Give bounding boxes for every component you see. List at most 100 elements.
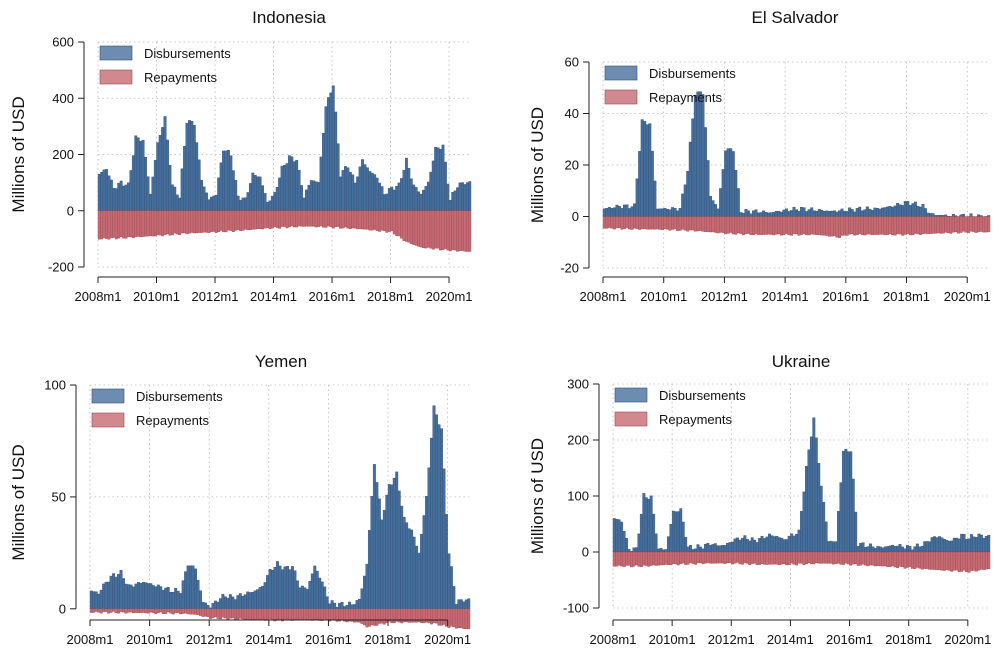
repayment-bar [248,608,252,620]
repayment-bar [159,608,163,613]
repayment-bar [144,608,148,614]
repayment-bar [740,551,744,565]
disbursement-bar [243,594,247,610]
disbursement-bar [107,581,111,610]
repayment-bar [903,551,907,569]
disbursement-bar [158,135,162,211]
disbursement-bar [740,537,744,553]
repayment-bar [839,551,843,565]
repayment-bar [977,216,981,233]
disbursement-bar [962,534,966,553]
repayment-bar [759,216,763,235]
disbursement-bar [701,548,705,553]
disbursement-bar [784,208,788,217]
disbursement-bar [662,549,665,553]
repayment-bar [612,216,616,230]
disbursement-bar [261,185,264,211]
disbursement-bar [380,519,384,610]
repayment-bar [422,210,425,249]
disbursement-bar [807,209,811,217]
repayment-bar [451,210,455,250]
repayment-bar [107,608,111,614]
disbursement-bar [463,184,467,211]
disbursement-bar [774,211,778,217]
repayment-bar [251,608,255,620]
repayment-bar [673,216,677,230]
disbursement-bar [703,543,707,553]
disbursement-bar [400,505,404,610]
disbursement-bar [817,463,821,553]
repayment-bar [896,216,900,235]
disbursement-bar [940,537,944,553]
repayment-bar [114,210,118,240]
disbursement-bar [639,513,643,553]
disbursement-bar [281,569,284,610]
disbursement-bar [615,204,619,217]
disbursement-bar [456,187,460,211]
disbursement-bar [848,207,852,217]
repayment-bar [308,608,312,621]
repayment-bar [977,551,981,571]
repayment-bar [288,608,292,621]
disbursement-bar [671,510,675,553]
repayment-bar [241,210,245,231]
disbursement-bar [918,206,922,217]
disbursement-bar [681,521,685,553]
repayment-bar [102,210,106,239]
disbursement-bar [775,536,779,553]
disbursement-bar [772,536,776,553]
disbursement-bar [898,204,902,217]
x-tick-label: 2010m1 [126,632,173,647]
disbursement-bar [649,495,653,553]
repayment-bar [612,551,616,567]
disbursement-bar [395,186,399,211]
repayment-bar [764,216,768,235]
chart-panel-el-salvador: -20 0 20 40 60 2008m1 2010m1 2012m1 2014m1 2016m1… [528,8,991,304]
repayment-bar [313,608,317,621]
repayment-bar [774,216,778,235]
disbursement-bar [686,171,690,217]
disbursement-bar [888,545,892,553]
repayment-bar [390,608,394,624]
repayment-bar [640,216,644,230]
repayment-bar [620,551,624,567]
repayment-bar [926,216,930,235]
repayment-bar [370,608,374,626]
repayment-bar [795,216,798,235]
repayment-bar [615,551,619,567]
disbursement-bar [829,540,833,553]
disbursement-bar [144,156,147,211]
disbursement-bar [205,192,208,211]
repayment-bar [363,210,367,230]
disbursement-bar [676,210,680,217]
x-tick-label: 2014m1 [250,289,297,304]
disbursement-bar [231,596,235,610]
repayment-bar [452,608,456,628]
x-tick-label: 2016m1 [826,632,873,647]
repayment-bar [741,216,745,236]
repayment-bar [422,608,426,624]
disbursement-bar [292,161,296,211]
repayment-bar [194,608,197,615]
disbursement-bar [768,533,771,553]
disbursement-bar [314,181,318,211]
disbursement-bar [454,604,458,610]
repayment-bar [184,608,188,614]
repayment-bar [804,551,808,565]
disbursement-bar [168,164,172,211]
disbursement-bar [202,186,206,211]
repayment-bar [918,551,922,569]
repayment-bar [134,608,138,613]
disbursement-bar [358,166,362,211]
disbursement-bar [772,212,776,217]
disbursement-bar [970,534,973,553]
disbursement-bar [129,170,133,211]
disbursement-bar [666,209,669,217]
disbursement-bar [112,188,116,211]
disbursement-bar [412,536,416,610]
repayment-bar [939,216,943,234]
repayment-bar [871,551,875,566]
repayment-bar [785,551,789,566]
repayment-bar [149,608,153,613]
